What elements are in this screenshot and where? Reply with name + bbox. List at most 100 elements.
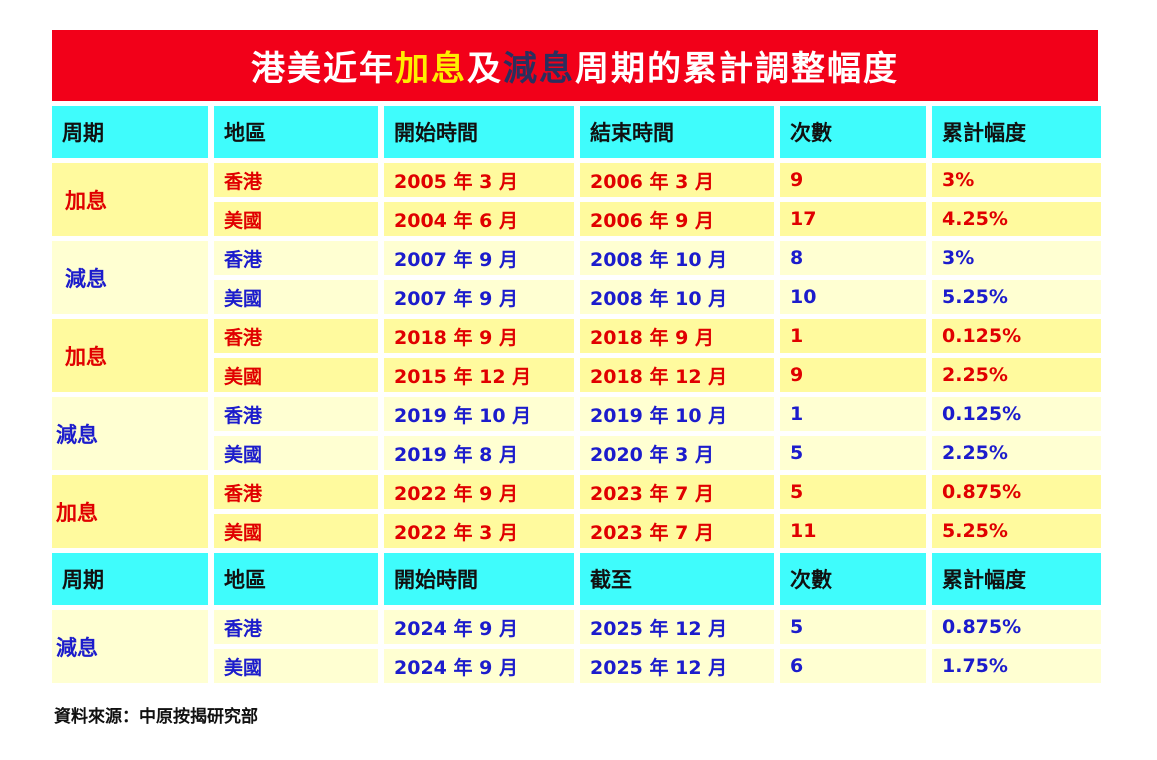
column-header: 次數 xyxy=(780,106,926,158)
start-cell: 2018 年 9 月 xyxy=(384,319,574,353)
cumulative-cell: 1.75% xyxy=(932,649,1101,683)
count-cell: 9 xyxy=(780,358,926,392)
cumulative-cell: 2.25% xyxy=(932,358,1101,392)
period-cell: 加息 xyxy=(52,475,208,548)
region-cell: 香港 xyxy=(214,241,378,275)
table-row: 美國 2015 年 12 月 2018 年 12 月 9 2.25% xyxy=(52,358,1101,392)
region-cell: 美國 xyxy=(214,280,378,314)
region-cell: 香港 xyxy=(214,475,378,509)
period-cell: 加息 xyxy=(52,319,208,392)
region-cell: 美國 xyxy=(214,202,378,236)
end-cell: 2025 年 12 月 xyxy=(580,610,774,644)
count-cell: 5 xyxy=(780,610,926,644)
column-header: 周期 xyxy=(52,106,208,158)
start-cell: 2015 年 12 月 xyxy=(384,358,574,392)
cumulative-cell: 3% xyxy=(932,163,1101,197)
end-cell: 2018 年 9 月 xyxy=(580,319,774,353)
cumulative-cell: 0.125% xyxy=(932,397,1101,431)
start-cell: 2007 年 9 月 xyxy=(384,280,574,314)
cumulative-cell: 4.25% xyxy=(932,202,1101,236)
table-row: 減息 香港 2024 年 9 月 2025 年 12 月 5 0.875% xyxy=(52,610,1101,683)
count-cell: 5 xyxy=(780,475,926,509)
start-cell: 2024 年 9 月 xyxy=(384,610,574,644)
table-row: 美國 2024 年 9 月 2025 年 12 月 6 1.75% xyxy=(52,649,1101,683)
column-header: 地區 xyxy=(214,106,378,158)
region-cell: 香港 xyxy=(214,610,378,644)
title-cut: 減息 xyxy=(503,49,575,89)
end-cell: 2018 年 12 月 xyxy=(580,358,774,392)
rate-cycle-table: 周期 地區 開始時間 結束時間 次數 累計幅度 加息 香港 2005 年 3 月 2006 年 3… xyxy=(46,101,1107,688)
cumulative-cell: 0.125% xyxy=(932,319,1101,353)
title-and: 及 xyxy=(467,49,503,89)
region-cell: 美國 xyxy=(214,514,378,548)
start-cell: 2019 年 8 月 xyxy=(384,436,574,470)
end-cell: 2023 年 7 月 xyxy=(580,514,774,548)
count-cell: 1 xyxy=(780,397,926,431)
end-cell: 2008 年 10 月 xyxy=(580,280,774,314)
column-header: 截至 xyxy=(580,553,774,605)
table-row: 美國 2007 年 9 月 2008 年 10 月 10 5.25% xyxy=(52,280,1101,314)
period-cell: 減息 xyxy=(52,397,208,470)
title-suffix: 周期的累計調整幅度 xyxy=(575,49,899,89)
region-cell: 香港 xyxy=(214,397,378,431)
table-row: 美國 2004 年 6 月 2006 年 9 月 17 4.25% xyxy=(52,202,1101,236)
column-header: 結束時間 xyxy=(580,106,774,158)
count-cell: 17 xyxy=(780,202,926,236)
table-row: 加息 香港 2005 年 3 月 2006 年 3 月 9 3% xyxy=(52,163,1101,236)
column-header: 周期 xyxy=(52,553,208,605)
table-row: 減息 香港 2019 年 10 月 2019 年 10 月 1 0.125% xyxy=(52,397,1101,470)
cumulative-cell: 3% xyxy=(932,241,1101,275)
column-header: 累計幅度 xyxy=(932,553,1101,605)
count-cell: 5 xyxy=(780,436,926,470)
title-hike: 加息 xyxy=(395,49,467,89)
end-cell: 2006 年 3 月 xyxy=(580,163,774,197)
start-cell: 2022 年 3 月 xyxy=(384,514,574,548)
count-cell: 8 xyxy=(780,241,926,275)
count-cell: 11 xyxy=(780,514,926,548)
column-header: 累計幅度 xyxy=(932,106,1101,158)
count-cell: 10 xyxy=(780,280,926,314)
end-cell: 2006 年 9 月 xyxy=(580,202,774,236)
end-cell: 2008 年 10 月 xyxy=(580,241,774,275)
cumulative-cell: 5.25% xyxy=(932,514,1101,548)
count-cell: 1 xyxy=(780,319,926,353)
start-cell: 2004 年 6 月 xyxy=(384,202,574,236)
start-cell: 2024 年 9 月 xyxy=(384,649,574,683)
count-cell: 9 xyxy=(780,163,926,197)
header-row: 周期 地區 開始時間 結束時間 次數 累計幅度 xyxy=(52,106,1101,158)
region-cell: 美國 xyxy=(214,649,378,683)
table-row: 加息 香港 2022 年 9 月 2023 年 7 月 5 0.875% xyxy=(52,475,1101,548)
source-note: 資料來源：中原按揭研究部 xyxy=(54,707,258,727)
column-header: 次數 xyxy=(780,553,926,605)
cumulative-cell: 0.875% xyxy=(932,475,1101,509)
period-cell: 加息 xyxy=(52,163,208,236)
column-header: 開始時間 xyxy=(384,106,574,158)
start-cell: 2019 年 10 月 xyxy=(384,397,574,431)
region-cell: 香港 xyxy=(214,163,378,197)
cumulative-cell: 0.875% xyxy=(932,610,1101,644)
table-row: 美國 2019 年 8 月 2020 年 3 月 5 2.25% xyxy=(52,436,1101,470)
cumulative-cell: 2.25% xyxy=(932,436,1101,470)
header-row: 周期 地區 開始時間 截至 次數 累計幅度 xyxy=(52,553,1101,605)
table-title: 港美近年 加息及減息 周期的累計調整幅度 xyxy=(52,30,1098,101)
period-cell: 減息 xyxy=(52,241,208,314)
count-cell: 6 xyxy=(780,649,926,683)
region-cell: 美國 xyxy=(214,358,378,392)
start-cell: 2022 年 9 月 xyxy=(384,475,574,509)
region-cell: 美國 xyxy=(214,436,378,470)
period-cell: 減息 xyxy=(52,610,208,683)
end-cell: 2023 年 7 月 xyxy=(580,475,774,509)
table-row: 加息 香港 2018 年 9 月 2018 年 9 月 1 0.125% xyxy=(52,319,1101,392)
end-cell: 2019 年 10 月 xyxy=(580,397,774,431)
region-cell: 香港 xyxy=(214,319,378,353)
column-header: 開始時間 xyxy=(384,553,574,605)
start-cell: 2005 年 3 月 xyxy=(384,163,574,197)
table-row: 減息 香港 2007 年 9 月 2008 年 10 月 8 3% xyxy=(52,241,1101,314)
end-cell: 2025 年 12 月 xyxy=(580,649,774,683)
start-cell: 2007 年 9 月 xyxy=(384,241,574,275)
cumulative-cell: 5.25% xyxy=(932,280,1101,314)
title-prefix: 港美近年 xyxy=(251,49,395,89)
column-header: 地區 xyxy=(214,553,378,605)
table-row: 美國 2022 年 3 月 2023 年 7 月 11 5.25% xyxy=(52,514,1101,548)
end-cell: 2020 年 3 月 xyxy=(580,436,774,470)
